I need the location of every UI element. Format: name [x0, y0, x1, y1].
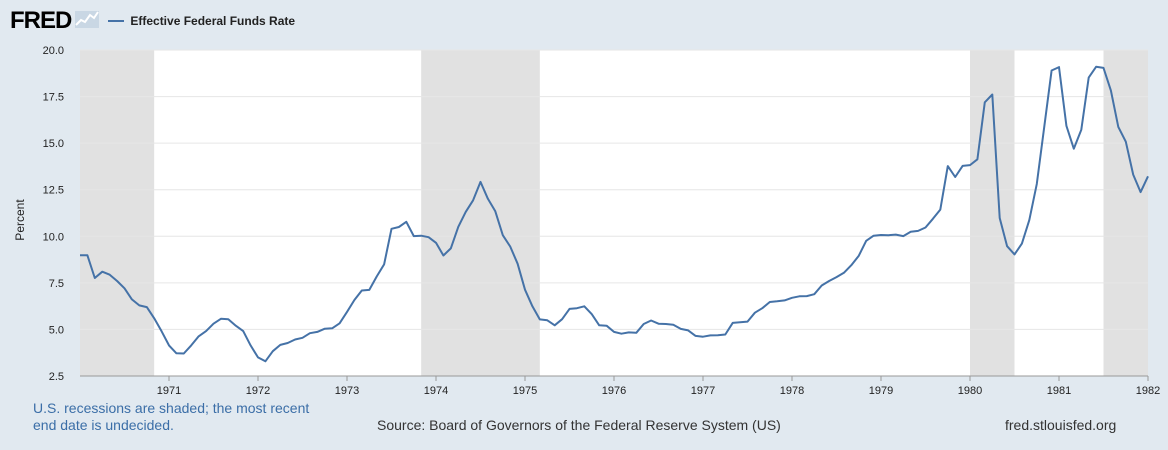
x-tick-label: 1980 [958, 385, 982, 397]
y-tick-label: 20.0 [43, 45, 64, 57]
x-tick-label: 1982 [1136, 385, 1160, 397]
fred-logo[interactable]: FRED [10, 7, 72, 34]
x-tick-label: 1981 [1047, 385, 1071, 397]
recession-band [421, 50, 540, 376]
x-tick-label: 1977 [691, 385, 715, 397]
y-tick-label: 15.0 [43, 138, 64, 150]
legend-label: Effective Federal Funds Rate [130, 14, 296, 28]
y-tick-label: 5.0 [49, 324, 64, 336]
x-tick-label: 1975 [513, 385, 537, 397]
fred-url[interactable]: fred.stlouisfed.org [1005, 417, 1117, 433]
recession-note: U.S. recessions are shaded; the most rec… [33, 400, 310, 433]
line-chart-icon [74, 9, 100, 34]
y-tick-label: 2.5 [49, 371, 64, 383]
series-line[interactable] [80, 65, 1149, 363]
x-tick-label: 1972 [246, 385, 270, 397]
x-tick-label: 1974 [424, 385, 448, 397]
x-tick-label: 1973 [335, 385, 359, 397]
source-note: Source: Board of Governors of the Federa… [377, 417, 781, 433]
legend[interactable]: Effective Federal Funds Rate [108, 14, 295, 28]
x-tick-label: 1979 [869, 385, 893, 397]
y-tick-label: 7.5 [49, 278, 64, 290]
chart-area: 2.5 5.0 7.5 10.0 12.5 15.0 17.5 20.0 1971 1972 197… [43, 45, 1161, 397]
x-tick-label: 1976 [602, 385, 626, 397]
x-tick-label: 1978 [780, 385, 804, 397]
chart-header: FRED Effective Federal Funds Rate [10, 6, 295, 36]
y-tick-label: 17.5 [43, 92, 64, 104]
y-tick-label: 10.0 [43, 231, 64, 243]
recession-band [1103, 50, 1148, 376]
x-tick-label: 1971 [157, 385, 181, 397]
legend-swatch [108, 20, 125, 22]
y-tick-label: 12.5 [43, 185, 64, 197]
recession-band [80, 50, 155, 376]
